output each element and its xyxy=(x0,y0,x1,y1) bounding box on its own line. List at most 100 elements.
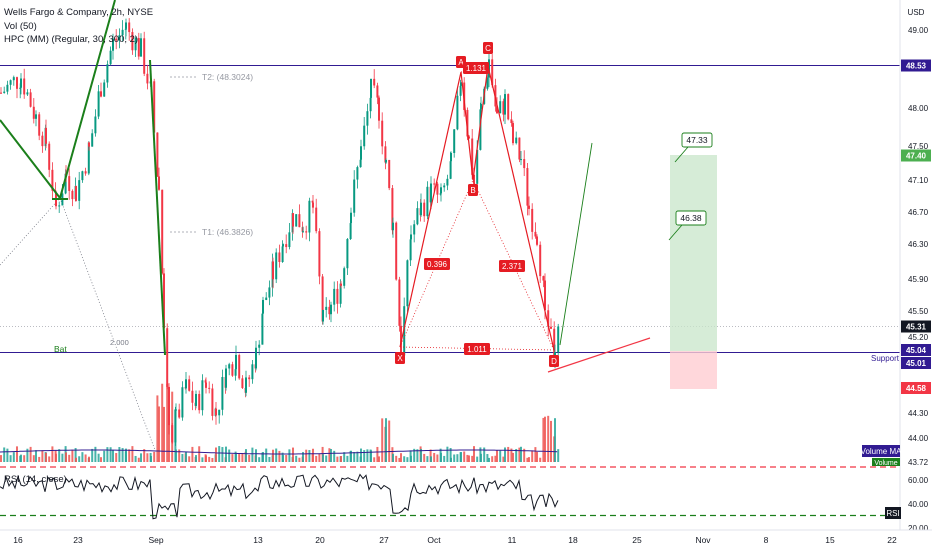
candle xyxy=(191,381,194,411)
candle xyxy=(302,226,304,233)
candle xyxy=(3,86,6,94)
candle xyxy=(35,110,37,127)
currency-label: USD xyxy=(908,8,925,17)
rsi-tick: 20.00 xyxy=(908,524,929,533)
candle xyxy=(542,275,545,288)
volume-bar xyxy=(109,447,112,462)
candle xyxy=(41,131,44,153)
volume-bar xyxy=(255,449,257,462)
volume-bar xyxy=(507,446,510,462)
hpc-indicator-label[interactable]: HPC (MM) (Regular, 30, 300, 2) xyxy=(4,34,139,45)
volume-bar xyxy=(430,456,432,462)
volume-bar xyxy=(78,456,81,462)
price-tick: 46.30 xyxy=(908,240,929,249)
candle xyxy=(175,403,177,418)
volume-bar xyxy=(413,448,416,462)
candle xyxy=(534,222,537,239)
volume-bar xyxy=(175,449,177,462)
volume-bar xyxy=(143,449,146,462)
candle xyxy=(392,217,394,238)
volume-bar xyxy=(125,448,127,462)
volume-bar xyxy=(315,455,318,462)
time-tick: 8 xyxy=(764,535,769,545)
volume-bar xyxy=(486,454,489,462)
volume-bar xyxy=(376,446,379,462)
price-axis[interactable] xyxy=(900,0,932,530)
candle xyxy=(251,360,254,384)
candle xyxy=(398,276,401,332)
volume-bar xyxy=(520,446,522,462)
volume-bar xyxy=(115,453,118,462)
candle xyxy=(409,238,412,266)
time-axis[interactable] xyxy=(0,530,932,550)
candle xyxy=(539,241,542,283)
candle xyxy=(181,381,184,421)
candle xyxy=(121,20,124,42)
candle xyxy=(265,292,268,301)
volume-bar xyxy=(333,450,336,462)
volume-bar xyxy=(536,451,538,462)
time-tick: 13 xyxy=(253,535,263,545)
volume-bar xyxy=(370,450,372,462)
volume-bar xyxy=(94,446,97,462)
volume-bar xyxy=(420,448,422,462)
candle xyxy=(292,213,294,234)
candle xyxy=(288,222,291,250)
volume-bar xyxy=(463,451,466,462)
candle xyxy=(275,248,278,284)
volume-bar xyxy=(65,452,67,462)
volume-bar xyxy=(9,455,12,462)
volume-indicator-label[interactable]: Vol (50) xyxy=(4,20,37,32)
volume-bar xyxy=(134,455,137,462)
price-tag-label: 47.40 xyxy=(906,152,927,161)
volume-bar xyxy=(440,452,442,462)
volume-bar xyxy=(38,456,41,462)
candle xyxy=(143,31,146,77)
candle xyxy=(146,64,149,90)
rsi-tick: 40.00 xyxy=(908,500,929,509)
time-tick: Sep xyxy=(148,535,163,545)
candle xyxy=(215,401,217,425)
volume-bar xyxy=(16,446,18,462)
volume-bar xyxy=(58,449,61,462)
candle xyxy=(315,198,318,234)
candle xyxy=(456,88,459,131)
candle xyxy=(536,234,538,247)
rsi-indicator-label[interactable]: RSI (14, close) xyxy=(4,474,67,485)
volume-bar xyxy=(278,450,281,462)
volume-bar xyxy=(32,455,35,462)
time-tick: 25 xyxy=(632,535,642,545)
projection-line-red xyxy=(547,337,651,373)
price-tick: 46.70 xyxy=(908,208,929,217)
price-tick: 45.20 xyxy=(908,333,929,342)
volume-bar xyxy=(245,449,247,462)
volume-bar xyxy=(51,446,54,462)
time-tick: 11 xyxy=(508,535,517,545)
callout-46-38: 46.38 xyxy=(668,210,707,241)
candle xyxy=(413,220,416,243)
candle xyxy=(330,301,332,323)
volume-bar xyxy=(158,406,160,462)
candle xyxy=(350,207,352,224)
candle xyxy=(94,109,97,137)
volume-bar xyxy=(336,456,339,462)
candle xyxy=(91,129,94,147)
candle xyxy=(420,193,422,218)
candle xyxy=(225,364,227,391)
pattern-ratio-label: 2.371 xyxy=(502,262,523,271)
time-tick: 18 xyxy=(568,535,578,545)
volume-bar xyxy=(483,447,486,462)
symbol-title[interactable]: Wells Fargo & Company, 2h, NYSE xyxy=(4,7,154,18)
candle xyxy=(376,82,379,105)
volume-ma-line xyxy=(0,449,558,455)
price-tick: 49.00 xyxy=(908,26,929,35)
t1-label: T1: (46.3826) xyxy=(202,227,253,237)
candle xyxy=(308,197,311,242)
pattern-point-label: A xyxy=(458,58,464,67)
volume-bar xyxy=(228,449,231,462)
volume-bar xyxy=(400,453,402,462)
candle xyxy=(208,381,211,394)
candle xyxy=(512,120,514,146)
volume-bar xyxy=(241,453,244,462)
